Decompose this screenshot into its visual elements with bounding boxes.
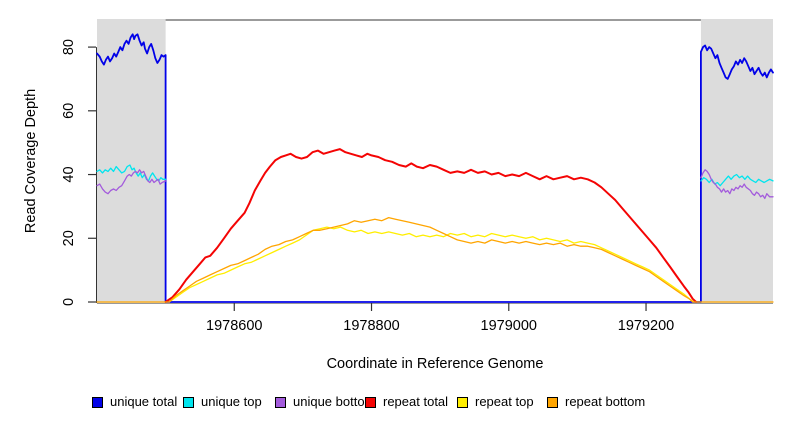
series-line-repeat-top — [168, 226, 695, 303]
y-tick-label: 40 — [61, 166, 77, 182]
series-line-repeat-bottom — [96, 216, 774, 303]
series-line-unique-bottom — [700, 169, 774, 200]
series-line-unique-total — [96, 33, 774, 303]
shaded-region — [700, 19, 773, 304]
x-tick-label: 1978800 — [343, 318, 399, 334]
x-axis-title: Coordinate in Reference Genome — [326, 356, 544, 372]
y-tick-label: 60 — [61, 103, 77, 119]
x-tick-label: 1979000 — [481, 318, 537, 334]
x-tick-label: 1978600 — [206, 318, 262, 334]
series-line-unique-top — [96, 164, 167, 182]
series-line-repeat-total — [164, 148, 698, 303]
series-line-unique-bottom — [96, 169, 167, 195]
shaded-region — [97, 19, 166, 304]
y-tick-label: 80 — [61, 39, 77, 55]
y-tick-label: 0 — [61, 298, 77, 306]
y-tick-label: 20 — [61, 230, 77, 246]
y-axis-title: Read Coverage Depth — [23, 88, 39, 234]
x-tick-label: 1979200 — [618, 318, 674, 334]
